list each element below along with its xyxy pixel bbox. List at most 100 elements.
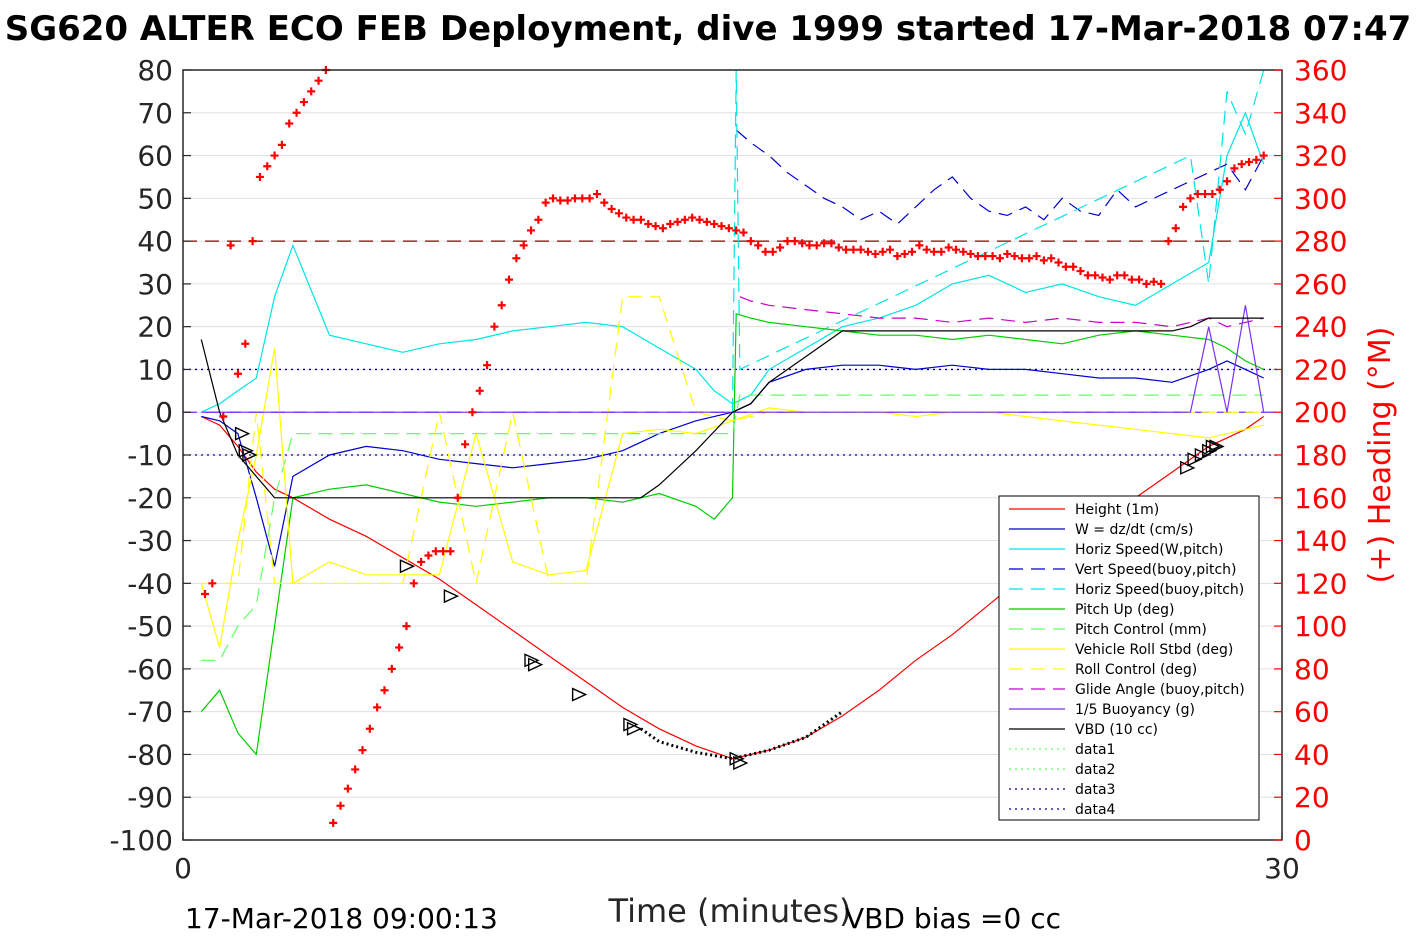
- heading-point: [585, 194, 594, 203]
- heading-point: [1157, 279, 1166, 288]
- y-tick-label-left: 30: [137, 268, 173, 301]
- x-axis-label: Time (minutes): [608, 892, 852, 930]
- series-line-2: [201, 111, 1265, 413]
- heading-point: [277, 140, 286, 149]
- heading-point: [878, 247, 887, 256]
- heading-point: [1105, 275, 1114, 284]
- heading-point: [1113, 271, 1122, 280]
- heading-point: [754, 241, 763, 250]
- heading-point: [1091, 271, 1100, 280]
- legend-label: data4: [1075, 802, 1116, 818]
- heading-point: [226, 241, 235, 250]
- y-tick-label-right: 160: [1294, 482, 1347, 515]
- heading-point: [915, 241, 924, 250]
- heading-point: [592, 190, 601, 199]
- heading-point: [548, 194, 557, 203]
- heading-point: [688, 213, 697, 222]
- series-line-7: [200, 347, 1264, 648]
- heading-point: [768, 247, 777, 256]
- heading-point: [746, 237, 755, 246]
- heading-point: [1223, 177, 1232, 186]
- y-tick-label-left: -40: [127, 567, 173, 600]
- heading-point: [1186, 194, 1195, 203]
- heading-point: [834, 243, 843, 252]
- heading-point: [776, 243, 785, 252]
- heading-point: [798, 239, 807, 248]
- y-tick-label-right: 260: [1294, 268, 1347, 301]
- heading-point: [981, 252, 990, 261]
- triangle-marker: [733, 755, 749, 771]
- y-tick-label-right: 120: [1294, 567, 1347, 600]
- heading-point: [1245, 157, 1254, 166]
- y-tick-label-left: -70: [127, 696, 173, 729]
- y-tick-label-right: 40: [1294, 738, 1330, 771]
- heading-point: [1120, 271, 1129, 280]
- legend-label: Pitch Up (deg): [1075, 602, 1174, 618]
- series-line-10: [201, 305, 1265, 413]
- legend-label: Pitch Control (mm): [1075, 622, 1207, 638]
- heading-point: [380, 686, 389, 695]
- heading-point: [995, 254, 1004, 263]
- heading-point: [314, 76, 323, 85]
- heading-point: [475, 386, 484, 395]
- heading-point: [1179, 202, 1188, 211]
- y-tick-label-left: -90: [127, 781, 173, 814]
- heading-point: [446, 547, 455, 556]
- heading-point: [1149, 277, 1158, 286]
- heading-point: [541, 198, 550, 207]
- heading-point: [208, 579, 217, 588]
- legend-label: data2: [1075, 762, 1115, 778]
- heading-point: [622, 213, 631, 222]
- y-tick-label-left: 0: [155, 396, 173, 429]
- heading-point: [248, 237, 257, 246]
- heading-point: [387, 664, 396, 673]
- triangle-marker: [1194, 447, 1211, 463]
- series-line-8: [201, 296, 1264, 584]
- series-line-3: [735, 129, 1265, 225]
- heading-point: [937, 247, 946, 256]
- triangle-marker: [1180, 460, 1196, 475]
- heading-point: [1230, 164, 1239, 173]
- heading-point: [636, 215, 645, 224]
- legend: Height (1m) W = dz/dt (cm/s) Horiz Speed(W…: [998, 495, 1260, 821]
- footer-vbd-bias: VBD bias =0 cc: [845, 902, 1061, 935]
- heading-point: [343, 784, 352, 793]
- heading-point: [365, 724, 374, 733]
- heading-point: [556, 196, 565, 205]
- heading-point: [373, 703, 382, 712]
- y-tick-label-right: 340: [1294, 97, 1347, 130]
- heading-point: [1039, 256, 1048, 265]
- triangle-marker: [242, 447, 258, 463]
- heading-point: [651, 222, 660, 231]
- heading-point: [1061, 262, 1070, 271]
- heading-point: [842, 245, 851, 254]
- x-tick-label: 30: [1264, 852, 1300, 885]
- heading-point: [255, 172, 264, 181]
- heading-point: [570, 194, 579, 203]
- heading-point: [505, 275, 514, 284]
- heading-point: [702, 217, 711, 226]
- heading-point: [1164, 237, 1173, 246]
- chart-title: SG620 ALTER ECO FEB Deployment, dive 199…: [5, 9, 1412, 49]
- heading-point: [717, 222, 726, 231]
- triangle-marker: [1205, 439, 1222, 454]
- heading-point: [871, 249, 880, 258]
- legend-label: Roll Control (deg): [1075, 662, 1197, 678]
- heading-point: [644, 220, 653, 228]
- heading-point: [358, 746, 367, 755]
- heading-point: [849, 245, 858, 254]
- heading-point: [534, 215, 543, 224]
- legend-label: VBD (10 cc): [1075, 722, 1158, 738]
- heading-point: [1259, 151, 1268, 160]
- legend-label: Vert Speed(buoy,pitch): [1075, 562, 1237, 578]
- y-tick-label-right: 80: [1294, 653, 1330, 686]
- heading-point: [1047, 254, 1056, 263]
- y-tick-label-left: -20: [127, 482, 173, 515]
- heading-point: [1193, 190, 1202, 199]
- heading-point: [607, 205, 616, 214]
- heading-point: [783, 237, 792, 246]
- y-tick-label-left: -80: [127, 738, 173, 771]
- heading-point: [1237, 160, 1246, 169]
- heading-point: [233, 369, 242, 378]
- heading-point: [424, 551, 433, 560]
